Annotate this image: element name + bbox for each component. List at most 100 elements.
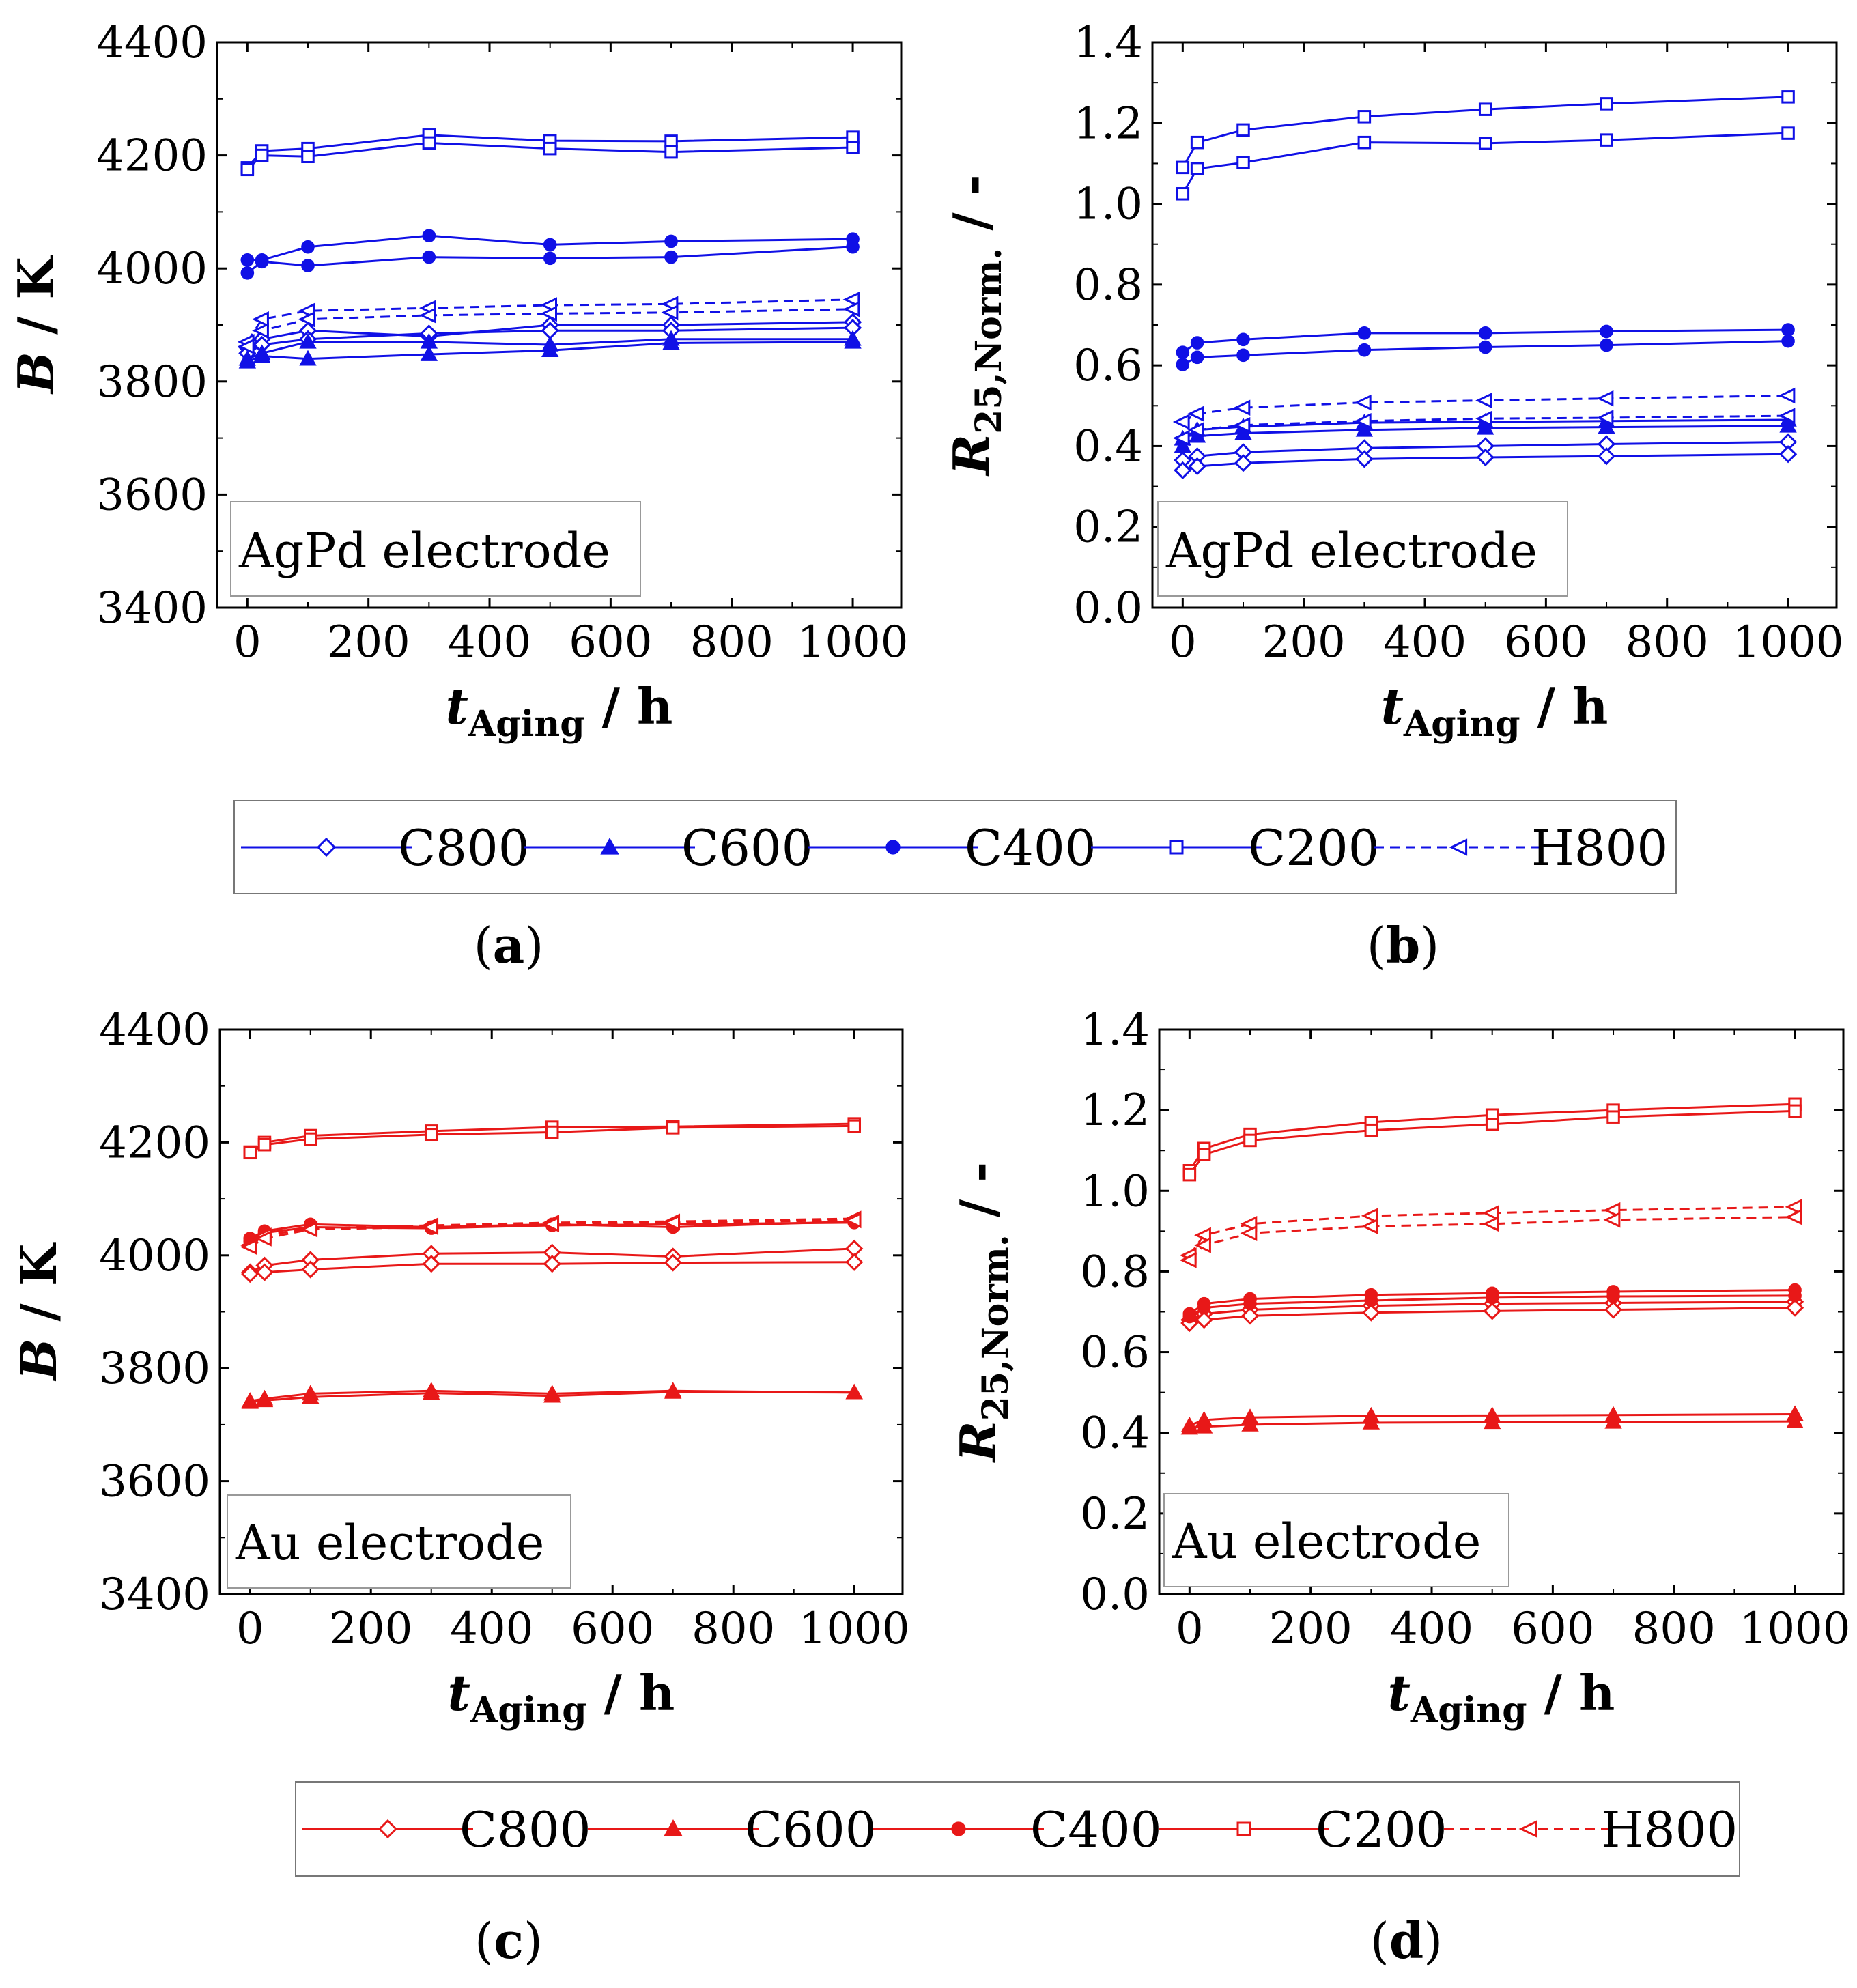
data-point bbox=[1478, 137, 1492, 150]
data-point bbox=[664, 134, 678, 148]
x-axis-label-sub: Aging bbox=[470, 1690, 587, 1731]
series-c400 bbox=[1182, 1289, 1802, 1324]
data-point bbox=[1176, 187, 1190, 201]
data-point bbox=[1176, 160, 1190, 175]
x-axis-label-main: t bbox=[446, 677, 468, 735]
data-point bbox=[301, 240, 315, 254]
data-point bbox=[1482, 1205, 1499, 1221]
data-point bbox=[1781, 90, 1795, 104]
y-tick-label: 0.8 bbox=[1080, 1247, 1150, 1297]
data-point bbox=[422, 136, 436, 150]
data-point bbox=[1243, 1133, 1257, 1148]
data-point bbox=[1355, 421, 1374, 437]
data-point bbox=[845, 1383, 863, 1400]
x-axis-label-main: t bbox=[448, 1664, 470, 1722]
data-point bbox=[1604, 1412, 1622, 1429]
data-point bbox=[1172, 429, 1190, 446]
data-point bbox=[846, 141, 860, 154]
data-point bbox=[302, 1388, 320, 1404]
y-tick-label: 4200 bbox=[99, 1118, 210, 1168]
data-point bbox=[664, 234, 678, 248]
data-point bbox=[1597, 447, 1616, 466]
series-c800 bbox=[1180, 1298, 1804, 1333]
data-point bbox=[298, 311, 315, 328]
series-c600 bbox=[1180, 1412, 1804, 1435]
data-point bbox=[1236, 332, 1250, 347]
legend-marker bbox=[1449, 838, 1468, 856]
data-point bbox=[1475, 392, 1492, 409]
legend-red: C800 C600 C400 C200 H800 bbox=[295, 1781, 1740, 1877]
data-point bbox=[422, 1255, 440, 1273]
data-point bbox=[844, 332, 862, 349]
data-point bbox=[663, 1215, 681, 1231]
data-point bbox=[1182, 1309, 1197, 1324]
annotation-label: AgPd electrode bbox=[1165, 523, 1537, 579]
data-point bbox=[1788, 1289, 1802, 1303]
y-axis-label: B / K bbox=[7, 255, 65, 395]
data-point bbox=[1179, 1252, 1197, 1268]
data-point bbox=[543, 1387, 561, 1403]
y-tick-label: 1.2 bbox=[1073, 98, 1143, 149]
series-h800 bbox=[1172, 408, 1796, 446]
data-point bbox=[1361, 1218, 1378, 1234]
data-point bbox=[1485, 1291, 1499, 1305]
series-c200 bbox=[240, 136, 860, 177]
legend-label: C400 bbox=[965, 819, 1096, 877]
data-point bbox=[303, 1132, 317, 1146]
data-point bbox=[1478, 102, 1492, 116]
data-point bbox=[1194, 1237, 1211, 1253]
panel-b: 0 200 400 600 800 1000 0.0 0.2 0.4 0.6 0.8 1.0 1.2 1.… bbox=[942, 18, 1843, 974]
legend-blue: C800 C600 C400 C200 H800 bbox=[233, 800, 1677, 894]
legend-entry-c200: C200 bbox=[1091, 819, 1380, 877]
data-point bbox=[661, 304, 679, 321]
y-tick-label: 1.4 bbox=[1073, 18, 1143, 68]
data-point bbox=[257, 1137, 272, 1152]
legend-label: H800 bbox=[1531, 819, 1668, 877]
legend-label: C600 bbox=[681, 819, 813, 877]
data-point bbox=[238, 352, 257, 369]
data-point bbox=[1236, 123, 1250, 137]
caption-paren-open: ( bbox=[1367, 917, 1386, 974]
y-tick-label: 0.6 bbox=[1073, 341, 1143, 391]
data-point bbox=[1476, 418, 1494, 435]
y-axis-label: B / K bbox=[10, 1242, 68, 1381]
data-point bbox=[1603, 1212, 1621, 1228]
data-point bbox=[1190, 350, 1204, 365]
series-h800 bbox=[240, 1212, 862, 1255]
data-point bbox=[1176, 358, 1190, 371]
legend-entry-h800: H800 bbox=[1374, 819, 1668, 877]
data-point bbox=[1779, 416, 1797, 433]
data-point bbox=[664, 1382, 682, 1399]
x-tick-label: 1000 bbox=[799, 1604, 910, 1654]
caption-paren-open: ( bbox=[1370, 1912, 1389, 1970]
data-point bbox=[422, 229, 436, 242]
y-tick-label: 1.2 bbox=[1080, 1085, 1150, 1136]
y-axis-label-main: B bbox=[7, 352, 65, 395]
x-tick-label: 1000 bbox=[1740, 1604, 1851, 1654]
data-point bbox=[1364, 1294, 1378, 1307]
data-point bbox=[1485, 1118, 1499, 1131]
series-c600 bbox=[241, 1382, 863, 1409]
data-point bbox=[1596, 410, 1614, 426]
data-point bbox=[1243, 1296, 1257, 1311]
data-point bbox=[1361, 1208, 1378, 1224]
data-point bbox=[543, 141, 557, 156]
data-point bbox=[240, 253, 255, 267]
data-point bbox=[1234, 454, 1253, 472]
x-axis-label-unit: / h bbox=[587, 1664, 675, 1722]
data-point bbox=[664, 1253, 682, 1272]
data-point bbox=[255, 1263, 274, 1281]
x-tick-label: 0 bbox=[1169, 617, 1197, 668]
data-point bbox=[1362, 1413, 1380, 1430]
data-point bbox=[1195, 1311, 1213, 1329]
legend-entry-c600: C600 bbox=[524, 819, 813, 877]
legend-entry-c800: C800 bbox=[302, 1801, 591, 1858]
x-tick-label: 400 bbox=[1383, 617, 1466, 668]
x-axis-label: tAging / h bbox=[446, 677, 673, 745]
data-point bbox=[1785, 1208, 1802, 1225]
data-point bbox=[1483, 1413, 1501, 1430]
y-axis-label: R25,Norm. / - bbox=[942, 175, 1010, 476]
data-point bbox=[1233, 399, 1251, 416]
series-c800 bbox=[241, 1253, 864, 1283]
